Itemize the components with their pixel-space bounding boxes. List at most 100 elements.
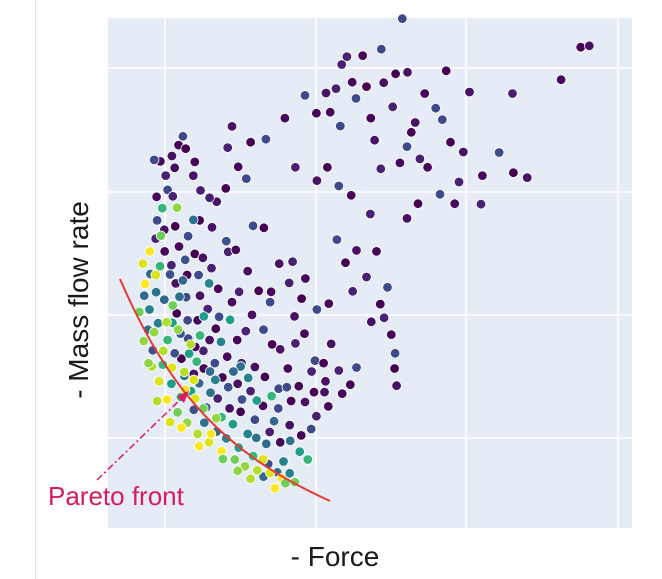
data-point [284, 468, 295, 479]
data-point [229, 454, 241, 465]
data-point [323, 298, 335, 309]
data-point [318, 357, 329, 369]
data-point [260, 133, 272, 145]
data-point [220, 183, 232, 194]
data-point [177, 275, 189, 286]
data-point [154, 261, 166, 272]
data-point [293, 381, 305, 392]
data-point [299, 396, 311, 408]
grid-lines [108, 18, 632, 528]
data-point [365, 112, 377, 124]
data-point [221, 351, 233, 362]
data-point [173, 241, 185, 252]
data-point [224, 403, 235, 414]
data-point [273, 403, 284, 414]
data-point [193, 269, 204, 281]
data-point [188, 374, 200, 386]
data-point [227, 418, 239, 430]
data-point [575, 42, 586, 53]
data-point [336, 59, 347, 70]
data-point [209, 357, 221, 369]
data-point [391, 380, 402, 391]
data-point [264, 426, 275, 438]
data-point [191, 356, 202, 367]
data-point [152, 318, 164, 329]
data-point [206, 262, 217, 274]
data-point [290, 162, 301, 173]
data-point [282, 363, 294, 374]
data-point [284, 277, 295, 289]
data-point [308, 386, 320, 398]
data-point [389, 363, 400, 374]
data-point [213, 311, 225, 323]
data-point [430, 102, 441, 114]
data-point [281, 382, 293, 393]
data-point [306, 366, 317, 377]
data-point [159, 294, 170, 305]
data-point [245, 385, 256, 397]
data-point [143, 357, 154, 369]
data-point [320, 87, 332, 99]
data-point [167, 300, 179, 311]
data-point [164, 269, 176, 280]
data-point [397, 13, 408, 24]
data-point [289, 311, 300, 322]
data-point [151, 215, 163, 226]
data-point [275, 344, 286, 355]
annotation-label: Pareto front [48, 481, 185, 511]
page-edge-line [35, 0, 36, 579]
data-point [419, 88, 430, 99]
y-axis-label: - Mass flow rate [63, 201, 94, 399]
data-point [245, 136, 256, 148]
data-point [179, 254, 191, 265]
data-point [285, 435, 296, 447]
data-point [199, 417, 210, 428]
data-point [222, 142, 233, 153]
data-point [375, 163, 387, 175]
data-point [235, 361, 246, 372]
data-point [197, 252, 209, 263]
data-point [401, 141, 413, 152]
data-point [246, 309, 258, 321]
data-point [212, 283, 224, 295]
data-point [166, 260, 177, 271]
data-point [155, 230, 167, 241]
data-point [278, 456, 289, 467]
data-point [402, 67, 413, 78]
data-point [167, 191, 179, 202]
data-point [555, 74, 567, 85]
data-point [192, 428, 203, 440]
data-point [294, 446, 305, 457]
data-point [226, 121, 238, 132]
data-point [410, 117, 421, 128]
data-point [210, 413, 222, 424]
data-point [189, 156, 201, 168]
data-point [341, 51, 353, 62]
data-point [401, 213, 413, 224]
data-point [161, 317, 172, 328]
data-point [319, 386, 330, 398]
data-point [245, 473, 256, 484]
data-point [475, 198, 487, 210]
data-point [382, 282, 393, 293]
data-point [330, 83, 342, 94]
data-point [449, 198, 460, 209]
data-point [240, 325, 252, 337]
data-point [323, 401, 334, 412]
data-point [302, 454, 314, 465]
data-point [333, 180, 345, 192]
data-point [235, 406, 246, 418]
data-point [258, 324, 269, 335]
data-point [162, 334, 173, 346]
data-point [233, 286, 245, 298]
data-point [445, 136, 456, 148]
data-point [231, 334, 243, 346]
data-point [247, 220, 259, 232]
data-point [242, 428, 253, 440]
data-point [251, 395, 262, 406]
data-point [138, 335, 149, 347]
data-point [406, 127, 417, 138]
data-point [357, 50, 368, 61]
data-point [153, 376, 165, 387]
